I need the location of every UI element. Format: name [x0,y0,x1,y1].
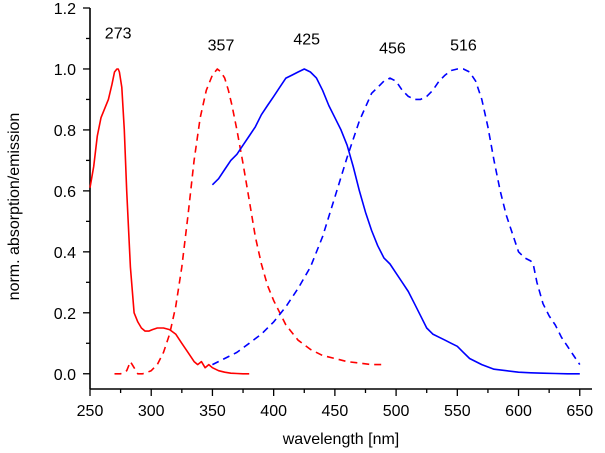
y-tick-label: 0.2 [54,306,76,323]
y-tick-label: 0.6 [54,184,76,201]
x-tick-label: 250 [77,403,104,420]
y-tick-label: 1.2 [54,1,76,18]
x-tick-label: 450 [322,403,349,420]
peak-label: 516 [450,38,477,55]
x-tick-label: 550 [444,403,471,420]
series-line-1 [89,68,250,375]
peak-labels: 273 357 425 456 516 [105,25,477,57]
peak-label: 357 [208,38,235,55]
x-tick-label: 400 [260,403,287,420]
x-tick-label: 300 [138,403,165,420]
x-axis-title: wavelength [nm] [282,431,400,448]
series-layer [89,68,581,375]
x-tick-label: 600 [505,403,532,420]
peak-label: 456 [379,41,406,58]
axes-group: 250 300 350 400 450 500 550 600 650 0.0 0.2 0.4 0.6 0… [54,1,593,420]
peak-label: 425 [293,32,320,49]
peak-label: 273 [105,25,132,42]
y-tick-label: 1.0 [54,62,76,79]
x-tick-label: 650 [566,403,593,420]
y-tick-label: 0.0 [54,367,76,384]
x-tick-label: 350 [199,403,226,420]
x-tick-label: 500 [383,403,410,420]
series-line-4 [212,68,581,366]
y-tick-label: 0.8 [54,123,76,140]
y-tick-label: 0.4 [54,245,76,262]
y-axis-title: norm. absorption/emission [6,113,23,301]
series-line-3 [211,68,580,375]
